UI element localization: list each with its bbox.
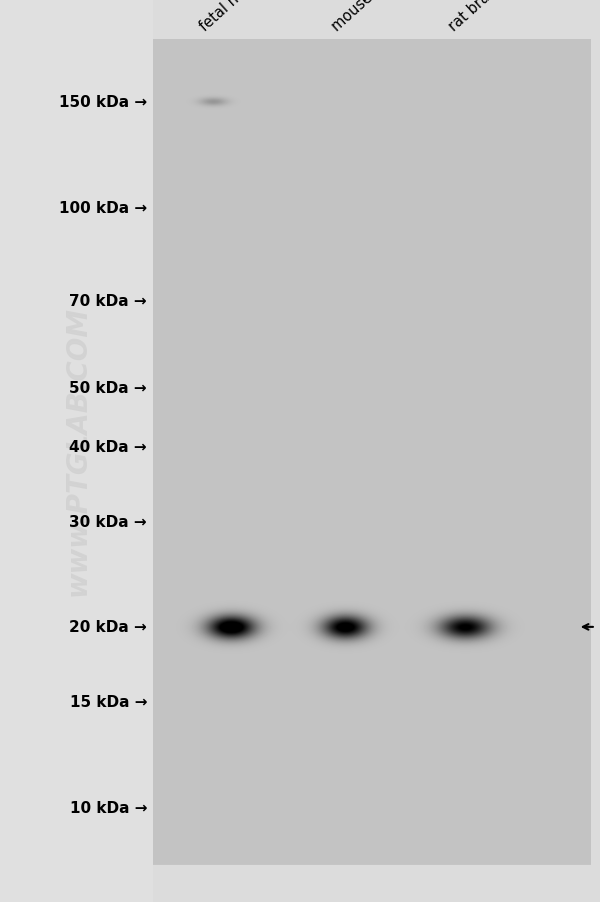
Text: 20 kDa →: 20 kDa → xyxy=(69,620,147,635)
Text: 10 kDa →: 10 kDa → xyxy=(70,800,147,815)
Text: www.PTGLAB.COM: www.PTGLAB.COM xyxy=(64,306,92,596)
Bar xyxy=(0,0,153,902)
Bar xyxy=(153,41,591,866)
Text: 150 kDa →: 150 kDa → xyxy=(59,95,147,110)
Text: mouse brain: mouse brain xyxy=(329,0,407,34)
Text: 50 kDa →: 50 kDa → xyxy=(70,381,147,396)
Text: 40 kDa →: 40 kDa → xyxy=(70,439,147,454)
Text: 100 kDa →: 100 kDa → xyxy=(59,200,147,216)
Text: fetal human brain: fetal human brain xyxy=(197,0,305,34)
Text: 70 kDa →: 70 kDa → xyxy=(70,293,147,308)
Text: 30 kDa →: 30 kDa → xyxy=(70,514,147,529)
Text: rat brain: rat brain xyxy=(446,0,503,34)
Text: 15 kDa →: 15 kDa → xyxy=(70,695,147,710)
